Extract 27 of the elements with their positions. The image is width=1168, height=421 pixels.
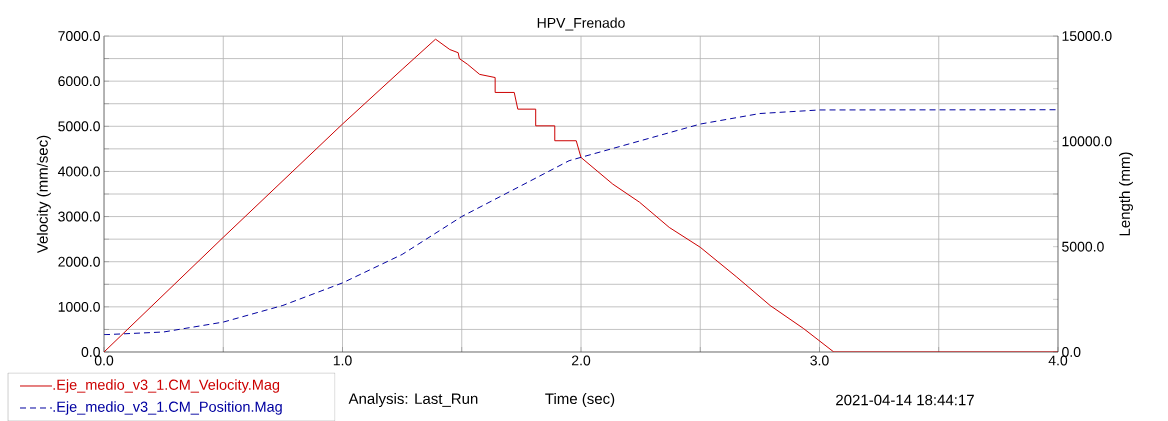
y-tick-label: 7000.0 xyxy=(58,30,100,41)
y-tick-label: 2000.0 xyxy=(58,256,100,267)
y-tick-label: 1000.0 xyxy=(58,301,100,312)
x-tick-label: 2.0 xyxy=(571,355,591,366)
x-axis-title: Time (sec) xyxy=(545,392,615,407)
y-tick-label: 5000.0 xyxy=(58,121,100,132)
text: 2021-04-14 18:44:17 xyxy=(836,394,974,406)
y2-tick-label: 15000.0 xyxy=(1062,30,1112,41)
x-tick-label: 4.0 xyxy=(1048,355,1068,366)
y-tick-label: 0.0 xyxy=(81,346,100,357)
x-tick-label: 3.0 xyxy=(810,355,829,366)
y-tick-label: 6000.0 xyxy=(58,76,100,87)
y2-tick-label: 5000.0 xyxy=(1062,241,1104,252)
y2-axis-title: Length (mm) xyxy=(1119,152,1133,236)
legend-label: .Eje_medio_v3_1.CM_Velocity.Mag xyxy=(53,379,280,393)
line-series xyxy=(104,38,1058,352)
y-tick-label: 4000.0 xyxy=(57,166,100,177)
y2-tick-label: 0.0 xyxy=(1062,346,1081,357)
line-series xyxy=(104,109,1058,336)
x-tick-label: 1.0 xyxy=(333,355,352,366)
x-tick-label: 0.0 xyxy=(94,355,114,366)
text: Analysis: Last_Run xyxy=(348,392,478,407)
legend-label: .Eje_medio_v3_1.CM_Position.Mag xyxy=(53,401,282,415)
y2-tick-label: 10000.0 xyxy=(1062,136,1112,147)
y-axis-title: Velocity (mm/sec) xyxy=(36,135,51,254)
chart-title: HPV_Frenado xyxy=(537,17,625,31)
y-tick-label: 3000.0 xyxy=(58,211,100,222)
